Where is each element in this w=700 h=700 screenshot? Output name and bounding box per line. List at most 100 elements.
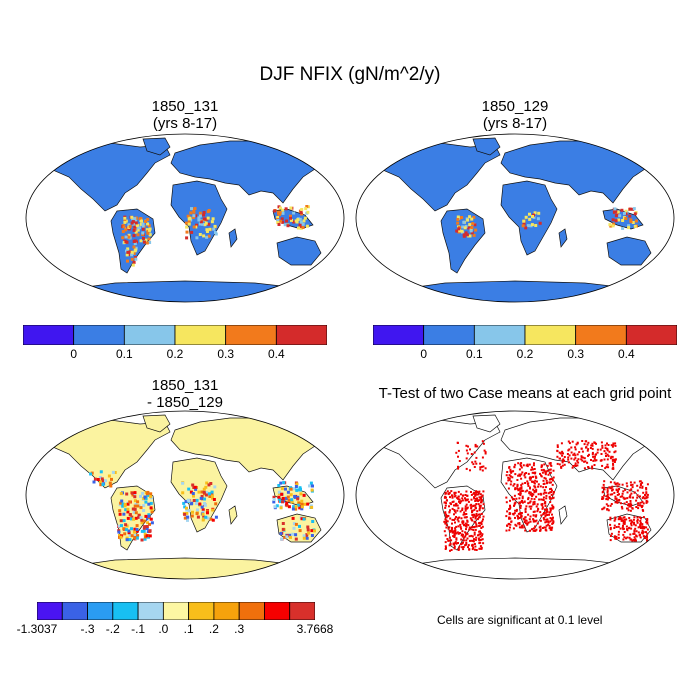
grid-cell [456,496,459,499]
grid-cell [193,207,197,210]
grid-cell [516,484,519,487]
grid-cell [461,507,464,510]
grid-cell [460,527,463,530]
grid-cell [211,518,215,522]
grid-cell [280,217,284,221]
grid-cell [475,493,478,496]
grid-cell [528,212,531,216]
grid-cell [544,508,546,511]
grid-cell [513,494,516,497]
grid-cell [448,544,451,547]
grid-cell [457,490,460,493]
grid-cell [282,481,286,485]
grid-cell [453,510,456,513]
grid-cell [462,548,465,551]
grid-cell [618,214,622,218]
grid-cell [532,503,535,506]
grid-cell [142,236,145,240]
grid-cell [443,501,446,504]
grid-cell [205,491,209,495]
land-area [356,137,674,302]
grid-cell [472,529,475,531]
grid-cell [539,525,542,528]
grid-cell [472,540,475,542]
grid-cell [129,250,132,254]
grid-cell [523,472,526,475]
grid-cell [444,548,447,550]
grid-cell [533,468,536,470]
grid-cell [639,486,642,489]
colorbar-swatch [23,325,75,345]
grid-cell [524,507,527,510]
grid-cell [113,471,117,474]
grid-cell [532,520,535,523]
grid-cell [137,226,141,230]
grid-cell [192,499,196,502]
grid-cell [532,468,534,471]
grid-cell [614,537,617,540]
grid-cell [469,469,471,472]
grid-cell [306,210,310,214]
grid-cell [514,523,517,526]
grid-cell [535,528,538,531]
grid-cell [610,532,613,535]
colorbar-swatch [87,602,114,620]
grid-cell [121,502,125,506]
grid-cell [612,466,615,469]
grid-cell [465,233,469,237]
grid-cell [645,491,648,494]
grid-cell [298,529,302,533]
grid-cell [638,533,641,536]
grid-cell [552,469,555,472]
grid-cell [641,529,644,532]
grid-cell [518,522,521,524]
grid-cell [465,543,468,546]
grid-cell [186,515,190,519]
grid-cell [562,452,564,455]
grid-cell [305,205,309,208]
grid-cell [482,490,485,493]
grid-cell [462,220,466,224]
grid-cell [133,225,137,229]
grid-cell [462,521,465,524]
grid-cell [546,464,549,467]
grid-cell [506,471,509,473]
grid-cell [133,533,137,537]
grid-cell [482,515,485,518]
grid-cell [182,501,186,505]
grid-cell [606,493,609,496]
grid-cell [281,220,285,224]
grid-cell [509,506,512,509]
grid-cell [636,520,639,522]
grid-cell [592,455,595,458]
grid-cell [184,500,188,504]
grid-cell [119,535,123,539]
grid-cell [528,463,531,466]
grid-cell [621,492,624,495]
grid-cell [292,211,296,215]
panel-title-3-line2: - 1850_129 [147,394,223,411]
grid-cell [625,518,628,521]
grid-cell [457,520,460,523]
grid-cell [613,207,617,211]
grid-cell [465,533,468,536]
grid-cell [532,518,535,521]
grid-cell [284,503,288,507]
grid-cell [603,494,606,497]
grid-cell [150,521,154,525]
grid-cell [462,546,465,548]
grid-cell [547,520,550,523]
grid-cell [529,529,531,532]
grid-cell [509,504,511,507]
grid-cell [550,528,553,531]
grid-cell [583,443,586,446]
grid-cell [548,496,551,499]
grid-cell [472,492,475,495]
grid-cell [473,497,476,500]
grid-cell [207,483,211,487]
grid-cell [545,524,548,527]
grid-cell [214,231,217,234]
grid-cell [643,497,646,500]
grid-cell [466,520,469,523]
grid-cell [482,503,485,506]
